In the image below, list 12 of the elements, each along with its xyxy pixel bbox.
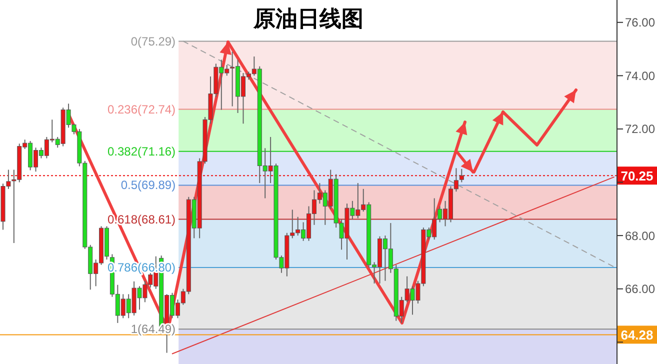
- ref-line-label: 0.382(71.16): [108, 144, 176, 158]
- y-tick-label: 72.00: [625, 122, 656, 136]
- ref-line-label: 70.25: [620, 168, 654, 184]
- y-tick-label: 76.00: [625, 16, 656, 30]
- y-tick-label: 66.00: [625, 282, 656, 296]
- ref-line-label: 0.236(72.74): [108, 102, 176, 116]
- y-tick-label: 68.00: [625, 228, 656, 243]
- y-tick-label: 74.00: [625, 68, 656, 83]
- chart-title: 原油日线图: [252, 5, 364, 33]
- ref-line-label: 0(75.29): [130, 34, 176, 48]
- ref-line-label: 64.28: [620, 328, 654, 343]
- ref-line-label: 0.5(69.89): [120, 178, 176, 192]
